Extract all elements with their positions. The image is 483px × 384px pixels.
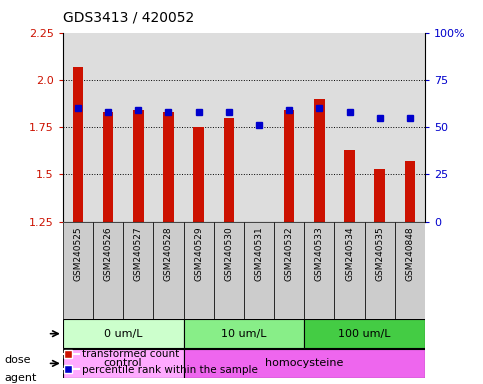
Bar — [244, 222, 274, 319]
Bar — [123, 222, 154, 319]
Legend: transformed count, percentile rank within the sample: transformed count, percentile rank withi… — [54, 345, 262, 379]
Text: GSM240528: GSM240528 — [164, 227, 173, 281]
Bar — [184, 222, 213, 319]
Text: 100 um/L: 100 um/L — [339, 329, 391, 339]
Bar — [405, 161, 415, 222]
Bar — [395, 222, 425, 319]
Text: GSM240535: GSM240535 — [375, 227, 384, 281]
Bar — [163, 112, 174, 222]
Bar — [213, 222, 244, 319]
Bar — [154, 222, 184, 319]
Text: control: control — [104, 358, 142, 368]
Bar — [274, 222, 304, 319]
Bar — [224, 118, 234, 222]
Text: GSM240530: GSM240530 — [224, 227, 233, 281]
Text: GSM240531: GSM240531 — [255, 227, 264, 281]
Text: GSM240526: GSM240526 — [103, 227, 113, 281]
Bar — [63, 349, 184, 377]
Text: GDS3413 / 420052: GDS3413 / 420052 — [63, 11, 194, 25]
Bar — [184, 319, 304, 348]
Text: 0 um/L: 0 um/L — [104, 329, 142, 339]
Text: GSM240525: GSM240525 — [73, 227, 83, 281]
Text: GSM240527: GSM240527 — [134, 227, 143, 281]
Bar — [314, 99, 325, 222]
Bar — [374, 169, 385, 222]
Text: dose: dose — [5, 354, 31, 364]
Bar — [284, 110, 295, 222]
Bar — [334, 222, 365, 319]
Bar — [72, 67, 83, 222]
Text: GSM240533: GSM240533 — [315, 227, 324, 281]
Bar — [93, 222, 123, 319]
Bar — [344, 150, 355, 222]
Bar — [63, 222, 93, 319]
Bar — [304, 222, 334, 319]
Bar — [184, 349, 425, 377]
Bar — [63, 319, 184, 348]
Bar — [365, 222, 395, 319]
Text: GSM240532: GSM240532 — [284, 227, 294, 281]
Bar — [133, 110, 143, 222]
Text: 10 um/L: 10 um/L — [221, 329, 267, 339]
Bar — [193, 127, 204, 222]
Text: GSM240529: GSM240529 — [194, 227, 203, 281]
Text: agent: agent — [5, 373, 37, 383]
Text: GSM240534: GSM240534 — [345, 227, 354, 281]
Text: GSM240848: GSM240848 — [405, 227, 414, 281]
Text: homocysteine: homocysteine — [265, 358, 343, 368]
Bar — [304, 319, 425, 348]
Bar — [103, 112, 114, 222]
